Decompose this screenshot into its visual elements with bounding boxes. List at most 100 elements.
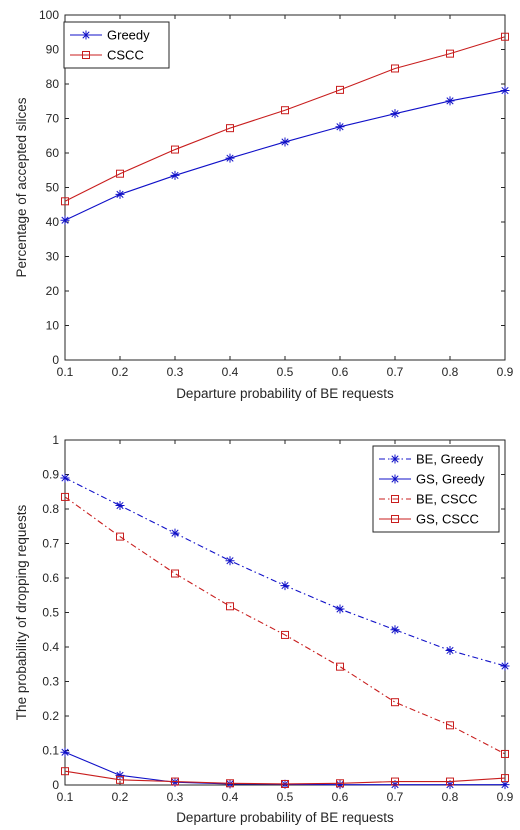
y-tick-label: 0.5 bbox=[42, 606, 59, 620]
data-point bbox=[170, 777, 180, 787]
legend-label: GS, CSCC bbox=[416, 512, 479, 527]
data-point bbox=[500, 86, 510, 96]
data-point bbox=[61, 767, 69, 776]
data-point bbox=[446, 777, 454, 786]
legend-swatch-marker bbox=[391, 515, 399, 523]
series-0 bbox=[60, 473, 510, 671]
y-tick-label: 1 bbox=[52, 433, 59, 447]
data-point bbox=[336, 85, 344, 94]
y-tick-label: 0 bbox=[52, 778, 59, 792]
y-tick-label: 30 bbox=[46, 250, 60, 264]
data-point bbox=[501, 749, 509, 758]
y-tick-label: 80 bbox=[46, 77, 60, 91]
y-tick-label: 0.7 bbox=[42, 537, 59, 551]
data-point bbox=[281, 779, 289, 788]
legend-label: CSCC bbox=[107, 48, 144, 63]
x-tick-label: 0.9 bbox=[497, 365, 514, 379]
x-tick-label: 0.4 bbox=[222, 790, 239, 804]
data-point bbox=[116, 775, 124, 784]
y-tick-label: 0.1 bbox=[42, 744, 59, 758]
data-point bbox=[115, 189, 125, 199]
x-tick-label: 0.9 bbox=[497, 790, 514, 804]
series-line bbox=[64, 36, 506, 202]
data-point bbox=[60, 747, 70, 757]
data-point bbox=[60, 215, 70, 225]
y-axis-label: Percentage of accepted slices bbox=[14, 97, 29, 277]
y-tick-label: 10 bbox=[46, 319, 60, 333]
data-point bbox=[335, 604, 345, 614]
legend: BE, Greedy GS, Greedy BE, CSCC GS, CSCC bbox=[372, 445, 500, 533]
x-tick-label: 0.7 bbox=[387, 790, 404, 804]
y-tick-label: 0.4 bbox=[42, 640, 59, 654]
accepted-slices-chart: 0.1 0.2 0.3 0.4 0.5 0.6 0.7 0.8 0.9 0 10 20 30 40 50 60… bbox=[14, 8, 514, 401]
data-point bbox=[501, 774, 509, 783]
series-0 bbox=[60, 86, 510, 225]
y-tick-label: 0.9 bbox=[42, 468, 59, 482]
y-tick-label: 0.2 bbox=[42, 709, 59, 723]
data-point bbox=[60, 473, 70, 483]
data-point bbox=[226, 124, 234, 133]
data-point bbox=[280, 581, 290, 591]
x-tick-label: 0.5 bbox=[277, 365, 294, 379]
data-point bbox=[501, 32, 509, 41]
data-point bbox=[446, 49, 454, 58]
data-point bbox=[391, 777, 399, 786]
y-tick-label: 40 bbox=[46, 215, 60, 229]
data-point bbox=[171, 145, 179, 154]
data-point bbox=[445, 96, 455, 106]
series-2 bbox=[61, 492, 509, 758]
legend-label: BE, Greedy bbox=[416, 452, 484, 467]
data-point bbox=[336, 779, 344, 788]
series-1 bbox=[60, 747, 510, 790]
legend-swatch-marker bbox=[81, 30, 91, 40]
y-axis-label: The probability of dropping requests bbox=[14, 505, 29, 721]
x-tick-label: 0.6 bbox=[332, 365, 349, 379]
data-point bbox=[391, 64, 399, 73]
legend-label: BE, CSCC bbox=[416, 492, 477, 507]
x-tick-label: 0.2 bbox=[112, 365, 129, 379]
y-tick-label: 50 bbox=[46, 181, 60, 195]
y-tick-label: 0.6 bbox=[42, 571, 59, 585]
data-point bbox=[391, 698, 399, 707]
x-tick-label: 0.5 bbox=[277, 790, 294, 804]
x-tick-label: 0.8 bbox=[442, 790, 459, 804]
y-tick-label: 20 bbox=[46, 284, 60, 298]
data-point bbox=[225, 153, 235, 163]
dropping-probability-chart: 0.1 0.2 0.3 0.4 0.5 0.6 0.7 0.8 0.900.10.20.30.4… bbox=[14, 433, 514, 825]
legend-swatch-marker bbox=[390, 474, 400, 484]
x-tick-label: 0.8 bbox=[442, 365, 459, 379]
x-tick-label: 0.4 bbox=[222, 365, 239, 379]
data-point bbox=[225, 779, 235, 789]
series-line bbox=[64, 496, 506, 755]
y-tick-label: 0.8 bbox=[42, 502, 59, 516]
data-point bbox=[61, 492, 69, 501]
data-point bbox=[390, 109, 400, 119]
data-point bbox=[171, 777, 179, 786]
data-point bbox=[336, 662, 344, 671]
x-tick-label: 0.1 bbox=[57, 790, 74, 804]
data-point bbox=[335, 780, 345, 790]
legend-label: Greedy bbox=[107, 28, 150, 43]
y-tick-label: 90 bbox=[46, 43, 60, 57]
y-tick-label: 100 bbox=[39, 8, 59, 22]
data-point bbox=[225, 556, 235, 566]
series-1 bbox=[61, 32, 509, 206]
x-tick-label: 0.3 bbox=[167, 365, 184, 379]
y-tick-label: 0.3 bbox=[42, 675, 59, 689]
data-point bbox=[281, 630, 289, 639]
x-axis-label: Departure probability of BE requests bbox=[176, 386, 394, 401]
x-axis-label: Departure probability of BE requests bbox=[176, 810, 394, 825]
data-point bbox=[445, 645, 455, 655]
series-3 bbox=[61, 767, 509, 788]
data-point bbox=[61, 197, 69, 206]
x-tick-label: 0.7 bbox=[387, 365, 404, 379]
data-point bbox=[226, 779, 234, 788]
x-tick-label: 0.1 bbox=[57, 365, 74, 379]
data-point bbox=[281, 106, 289, 115]
legend: Greedy CSCC bbox=[63, 21, 170, 69]
data-point bbox=[335, 122, 345, 132]
x-tick-label: 0.6 bbox=[332, 790, 349, 804]
x-tick-label: 0.2 bbox=[112, 790, 129, 804]
series-line bbox=[64, 770, 506, 785]
data-point bbox=[115, 770, 125, 780]
